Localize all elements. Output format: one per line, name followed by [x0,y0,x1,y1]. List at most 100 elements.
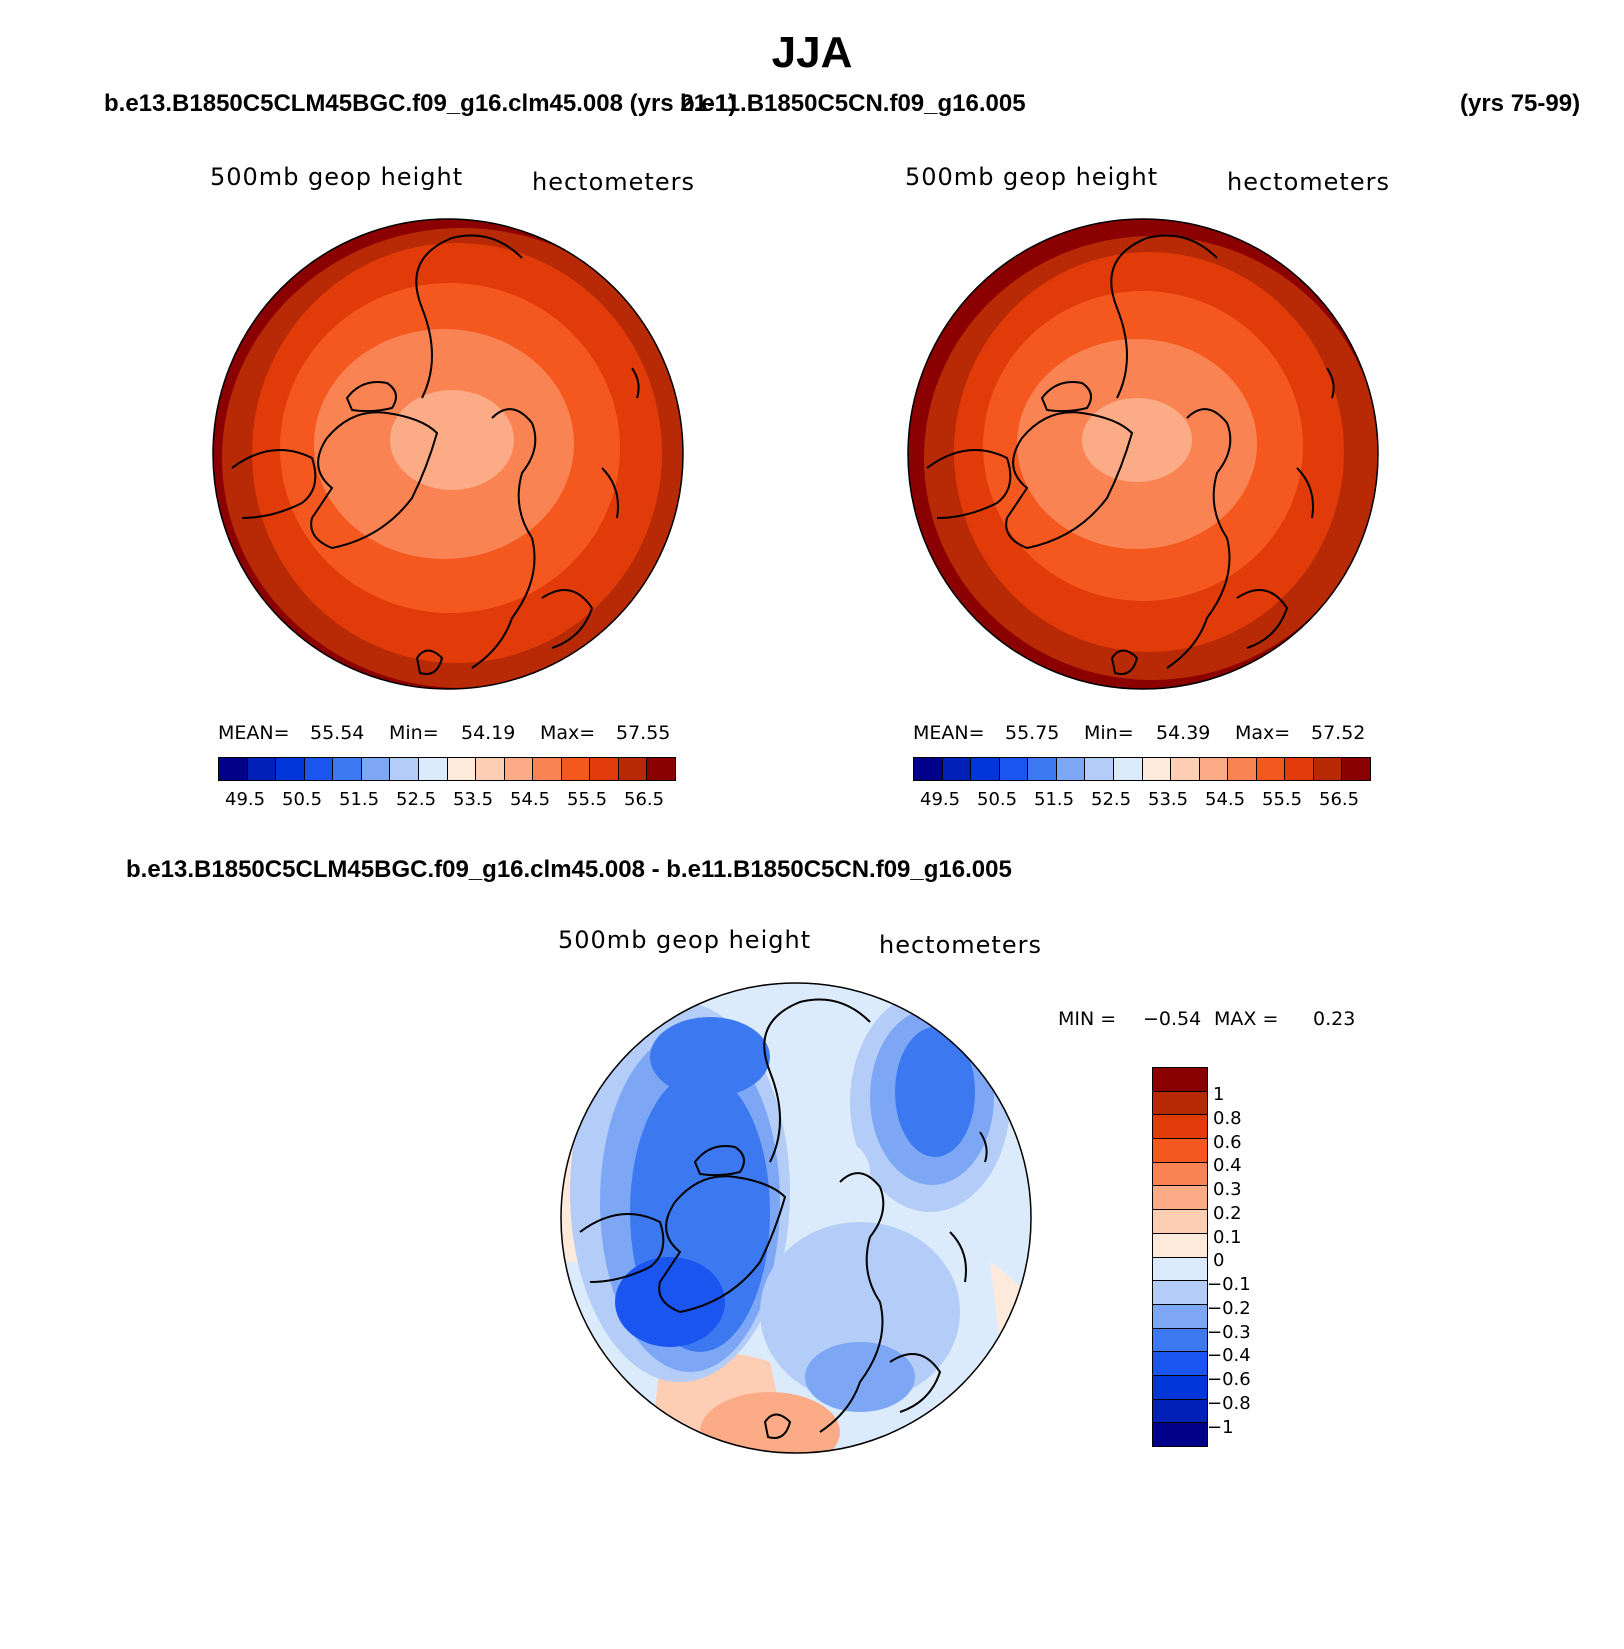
colorbar-swatch [1056,758,1086,780]
panel1-polar-map [212,218,684,690]
panel1-mean-label: MEAN= [218,722,290,744]
colorbar-swatch [1199,758,1229,780]
panel2-colorbar-tick: 56.5 [1319,789,1360,810]
case2-header: b.e11.B1850C5CN.f09_g16.005 [680,90,1026,117]
colorbar-swatch [1153,1068,1207,1092]
colorbar-swatch [1153,1091,1207,1116]
panel2-units: hectometers [1227,168,1390,196]
panel2-colorbar-tick: 54.5 [1205,789,1246,810]
diff-header: b.e13.B1850C5CLM45BGC.f09_g16.clm45.008 … [126,856,1012,883]
colorbar-swatch [447,758,477,780]
colorbar-swatch [1171,758,1200,780]
colorbar-swatch [1153,1162,1207,1187]
panel1-variable: 500mb geop height [210,163,464,191]
colorbar-swatch [504,758,534,780]
diff-colorbar-tick: −1 [1207,1417,1234,1438]
panel1-colorbar-tick: 50.5 [282,789,323,810]
diff-max-label: MAX = [1214,1008,1279,1030]
diff-colorbar-tick: 0.1 [1213,1227,1242,1248]
panel2-max-value: 57.52 [1311,722,1366,744]
colorbar-swatch [1153,1115,1207,1140]
colorbar-swatch [1153,1399,1207,1424]
colorbar-swatch [1153,1423,1207,1446]
colorbar-swatch [1153,1304,1207,1329]
panel1-colorbar [218,757,676,781]
diff-units: hectometers [879,931,1042,959]
diff-colorbar-tick: −0.1 [1207,1274,1251,1295]
colorbar-swatch [418,758,448,780]
panel1-colorbar-tick: 51.5 [339,789,380,810]
diff-colorbar-tick: 0.3 [1213,1179,1242,1200]
panel2-colorbar-tick: 55.5 [1262,789,1303,810]
colorbar-swatch [333,758,362,780]
colorbar-swatch [1085,758,1114,780]
colorbar-swatch [1113,758,1143,780]
colorbar-swatch [219,758,248,780]
case1-header: b.e13.B1850C5CLM45BGC.f09_g16.clm45.008 … [104,90,737,117]
colorbar-swatch [590,758,619,780]
panel2-colorbar-tick: 51.5 [1034,789,1075,810]
colorbar-swatch [1153,1210,1207,1234]
colorbar-swatch [1342,758,1370,780]
diff-min-value: −0.54 [1143,1008,1202,1030]
colorbar-swatch [1256,758,1286,780]
panel1-mean-value: 55.54 [310,722,365,744]
diff-colorbar-tick: −0.4 [1207,1345,1251,1366]
colorbar-swatch [1153,1139,1207,1163]
colorbar-swatch [647,758,675,780]
colorbar-swatch [1153,1328,1207,1353]
panel1-min-value: 54.19 [461,722,516,744]
panel2-min-label: Min= [1084,722,1134,744]
colorbar-swatch [304,758,334,780]
colorbar-swatch [276,758,305,780]
diff-min-label: MIN = [1058,1008,1117,1030]
colorbar-swatch [1028,758,1057,780]
main-title: JJA [771,28,853,77]
panel2-max-label: Max= [1235,722,1291,744]
colorbar-swatch [1153,1257,1207,1282]
panel1-colorbar-tick: 54.5 [510,789,551,810]
colorbar-swatch [476,758,505,780]
diff-colorbar-tick: −0.3 [1207,1322,1251,1343]
colorbar-swatch [361,758,391,780]
diff-colorbar-tick: 0.4 [1213,1155,1242,1176]
diff-colorbar [1152,1067,1208,1447]
diff-colorbar-tick: 0.2 [1213,1203,1242,1224]
colorbar-swatch [390,758,419,780]
colorbar-swatch [971,758,1000,780]
diff-colorbar-tick: 0.6 [1213,1132,1242,1153]
panel2-colorbar-tick: 50.5 [977,789,1018,810]
colorbar-swatch [533,758,562,780]
panel2-polar-map [907,218,1379,690]
colorbar-swatch [618,758,648,780]
diff-colorbar-tick: −0.6 [1207,1369,1251,1390]
diff-max-value: 0.23 [1313,1008,1356,1030]
diff-colorbar-tick: −0.8 [1207,1393,1251,1414]
colorbar-swatch [1153,1233,1207,1258]
colorbar-swatch [1285,758,1314,780]
colorbar-swatch [1153,1352,1207,1376]
diff-colorbar-tick: 1 [1213,1084,1225,1105]
panel2-mean-value: 55.75 [1005,722,1060,744]
colorbar-swatch [1153,1186,1207,1211]
colorbar-swatch [1228,758,1257,780]
panel1-colorbar-tick: 53.5 [453,789,494,810]
diff-polar-map [560,982,1032,1454]
panel2-colorbar-tick: 52.5 [1091,789,1132,810]
panel2-colorbar [913,757,1371,781]
colorbar-swatch [1313,758,1343,780]
colorbar-swatch [1153,1281,1207,1305]
panel1-colorbar-tick: 49.5 [225,789,266,810]
colorbar-swatch [247,758,277,780]
colorbar-swatch [1153,1375,1207,1400]
panel2-variable: 500mb geop height [905,163,1159,191]
colorbar-swatch [942,758,972,780]
panel2-min-value: 54.39 [1156,722,1211,744]
diff-variable: 500mb geop height [558,926,812,954]
panel2-colorbar-tick: 53.5 [1148,789,1189,810]
panel1-min-label: Min= [389,722,439,744]
colorbar-swatch [914,758,943,780]
panel1-max-label: Max= [540,722,596,744]
panel1-colorbar-tick: 52.5 [396,789,437,810]
colorbar-swatch [1142,758,1172,780]
